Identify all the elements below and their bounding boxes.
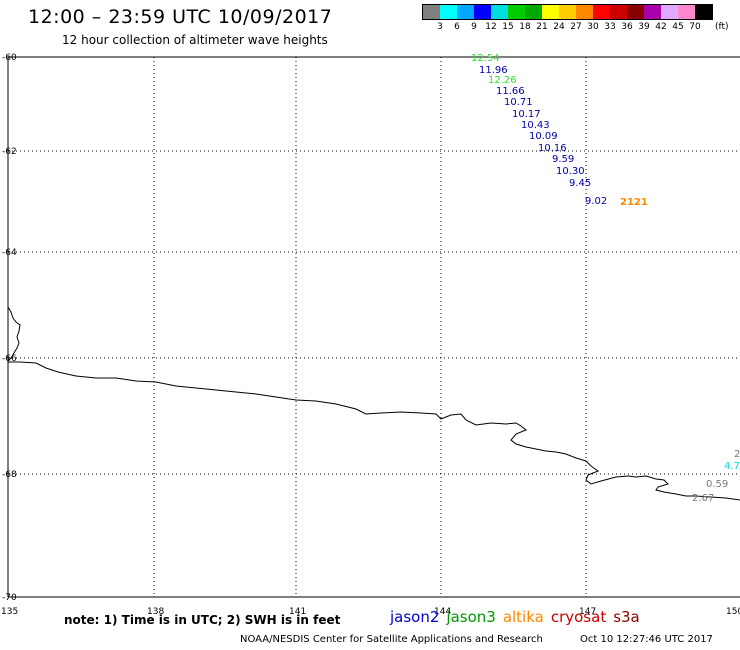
longitude-tick-label: 150 — [726, 607, 740, 617]
credit-line: NOAA/NESDIS Center for Satellite Applica… — [240, 634, 543, 645]
color-swatch — [457, 5, 474, 19]
color-scale-label: 9 — [471, 22, 477, 32]
color-scale-label: 33 — [604, 22, 616, 32]
color-swatch — [678, 5, 695, 19]
latitude-tick-label: -60 — [2, 53, 17, 63]
color-swatch — [593, 5, 610, 19]
color-swatch — [559, 5, 576, 19]
latitude-tick-label: -62 — [2, 147, 17, 157]
color-swatch — [661, 5, 678, 19]
wave-height-value: 9.59 — [552, 154, 574, 165]
color-swatch — [576, 5, 593, 19]
color-scale-label: 42 — [655, 22, 667, 32]
color-swatch — [610, 5, 627, 19]
wave-height-value: 2.67 — [692, 493, 714, 504]
color-scale-label: 30 — [587, 22, 599, 32]
satellite-legend-item: cryosat — [550, 608, 607, 626]
wave-height-value: 12.26 — [488, 75, 517, 86]
wave-height-value: 10.16 — [538, 143, 567, 154]
wave-height-value: 12.54 — [471, 53, 500, 64]
longitude-tick-label: 141 — [289, 607, 306, 617]
wave-height-observations: 12.5411.9612.2611.6610.7110.1710.4310.09… — [471, 53, 740, 504]
wave-height-value: 11.96 — [479, 65, 508, 76]
color-scale-label: 70 — [689, 22, 701, 32]
color-scale-label: 18 — [519, 22, 531, 32]
wave-height-value: 10.30 — [556, 166, 585, 177]
grid-lines — [8, 57, 740, 597]
color-scale-swatches — [422, 4, 713, 20]
color-swatch — [542, 5, 559, 19]
color-scale-label: 6 — [454, 22, 460, 32]
color-scale-label: 36 — [621, 22, 633, 32]
color-scale-unit: (ft) — [715, 22, 729, 32]
color-scale-legend: 3 6 9 12 15 18 21 24 27 30 33 36 39 42 45 70 (ft) — [422, 4, 729, 34]
color-swatch — [508, 5, 525, 19]
coastline-antarctica — [8, 361, 740, 501]
color-swatch — [644, 5, 661, 19]
longitude-tick-label: 138 — [147, 607, 164, 617]
latitude-tick-label: -64 — [2, 248, 17, 258]
color-scale-labels: 3 6 9 12 15 18 21 24 27 30 33 36 39 42 45 70 (ft) — [422, 22, 728, 34]
longitude-labels: 135 138 141 144 147 150 — [1, 607, 740, 617]
wave-height-value: 10.09 — [529, 131, 558, 142]
map-title: 12:00 – 23:59 UTC 10/09/2017 — [28, 6, 333, 28]
color-scale-label: 39 — [638, 22, 650, 32]
wave-height-value: 11.66 — [496, 86, 525, 97]
generated-timestamp: Oct 10 12:27:46 UTC 2017 — [580, 634, 713, 645]
color-swatch — [423, 5, 440, 19]
map-subtitle: 12 hour collection of altimeter wave hei… — [62, 33, 328, 47]
color-scale-label: 15 — [502, 22, 514, 32]
wave-height-value: 9.02 — [585, 196, 607, 207]
color-swatch — [525, 5, 542, 19]
satellite-legend-item: jason2 — [390, 608, 440, 626]
satellite-legend-item: altika — [502, 608, 544, 626]
color-swatch — [491, 5, 508, 19]
longitude-tick-label: 147 — [579, 607, 596, 617]
longitude-tick-label: 135 — [1, 607, 18, 617]
color-scale-label: 27 — [570, 22, 582, 32]
coastline-west — [7, 306, 21, 361]
wave-height-value: 10.43 — [521, 120, 550, 131]
wave-height-value: 10.71 — [504, 97, 533, 108]
wave-height-value: 2 — [734, 449, 740, 460]
color-swatch — [440, 5, 457, 19]
satellite-legend: jason2 jason3 altika cryosat s3a — [390, 608, 640, 626]
satellite-legend-item: s3a — [613, 608, 640, 626]
latitude-labels: -60-62-64-66-68-70 — [2, 53, 17, 603]
color-scale-label: 21 — [536, 22, 548, 32]
wave-height-value: 2121 — [620, 197, 648, 208]
units-note: note: 1) Time is in UTC; 2) SWH is in fe… — [64, 613, 341, 627]
wave-height-value: 0.59 — [706, 479, 728, 490]
satellite-legend-item: jason3 — [446, 608, 496, 626]
wave-height-value: 10.17 — [512, 109, 541, 120]
longitude-tick-label: 144 — [434, 607, 451, 617]
latitude-tick-label: -68 — [2, 470, 17, 480]
wave-height-value: 9.45 — [569, 178, 591, 189]
color-scale-label: 45 — [672, 22, 684, 32]
color-scale-label: 12 — [485, 22, 497, 32]
color-swatch — [474, 5, 491, 19]
color-swatch — [627, 5, 644, 19]
color-swatch — [695, 5, 712, 19]
color-scale-label: 24 — [553, 22, 565, 32]
color-scale-label: 3 — [437, 22, 443, 32]
wave-height-value: 4.7 — [724, 461, 740, 472]
latitude-tick-label: -70 — [2, 593, 17, 603]
